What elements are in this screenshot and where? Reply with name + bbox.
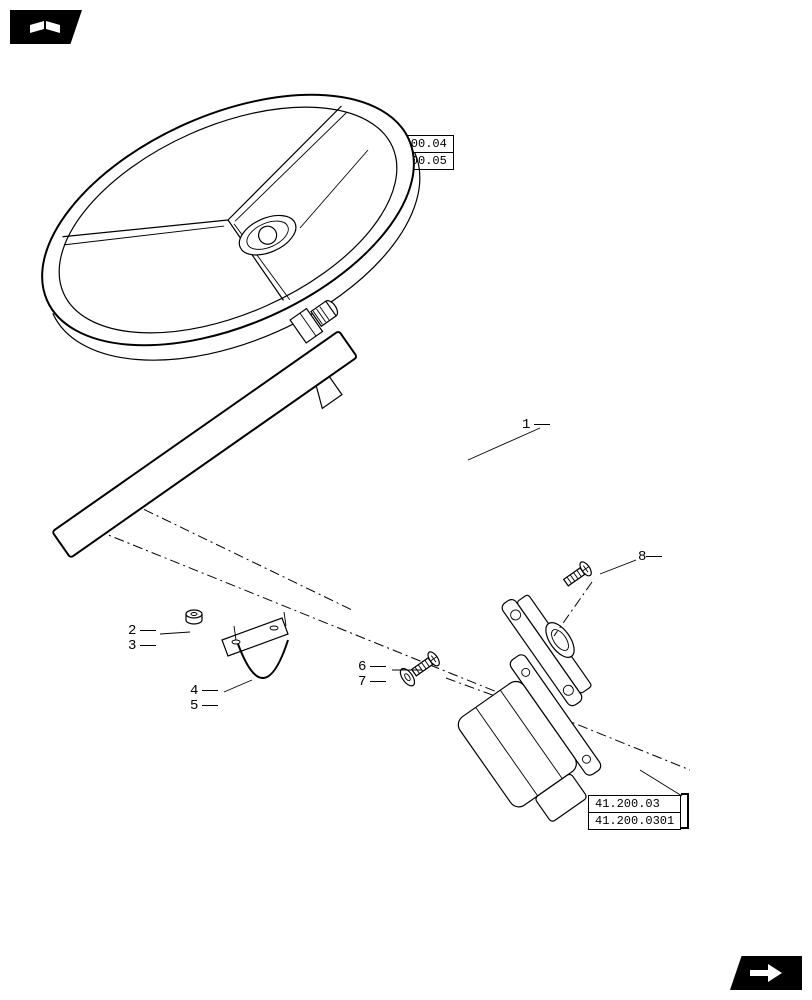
screw-8 xyxy=(561,560,593,589)
screw-6-7 xyxy=(398,648,443,688)
diagram-page: { "canvas": { "width": 812, "height": 10… xyxy=(0,0,812,1000)
steering-column xyxy=(52,294,604,708)
line-art xyxy=(0,0,812,1000)
u-bolt-bracket xyxy=(186,610,288,678)
steering-wheel xyxy=(4,44,458,412)
